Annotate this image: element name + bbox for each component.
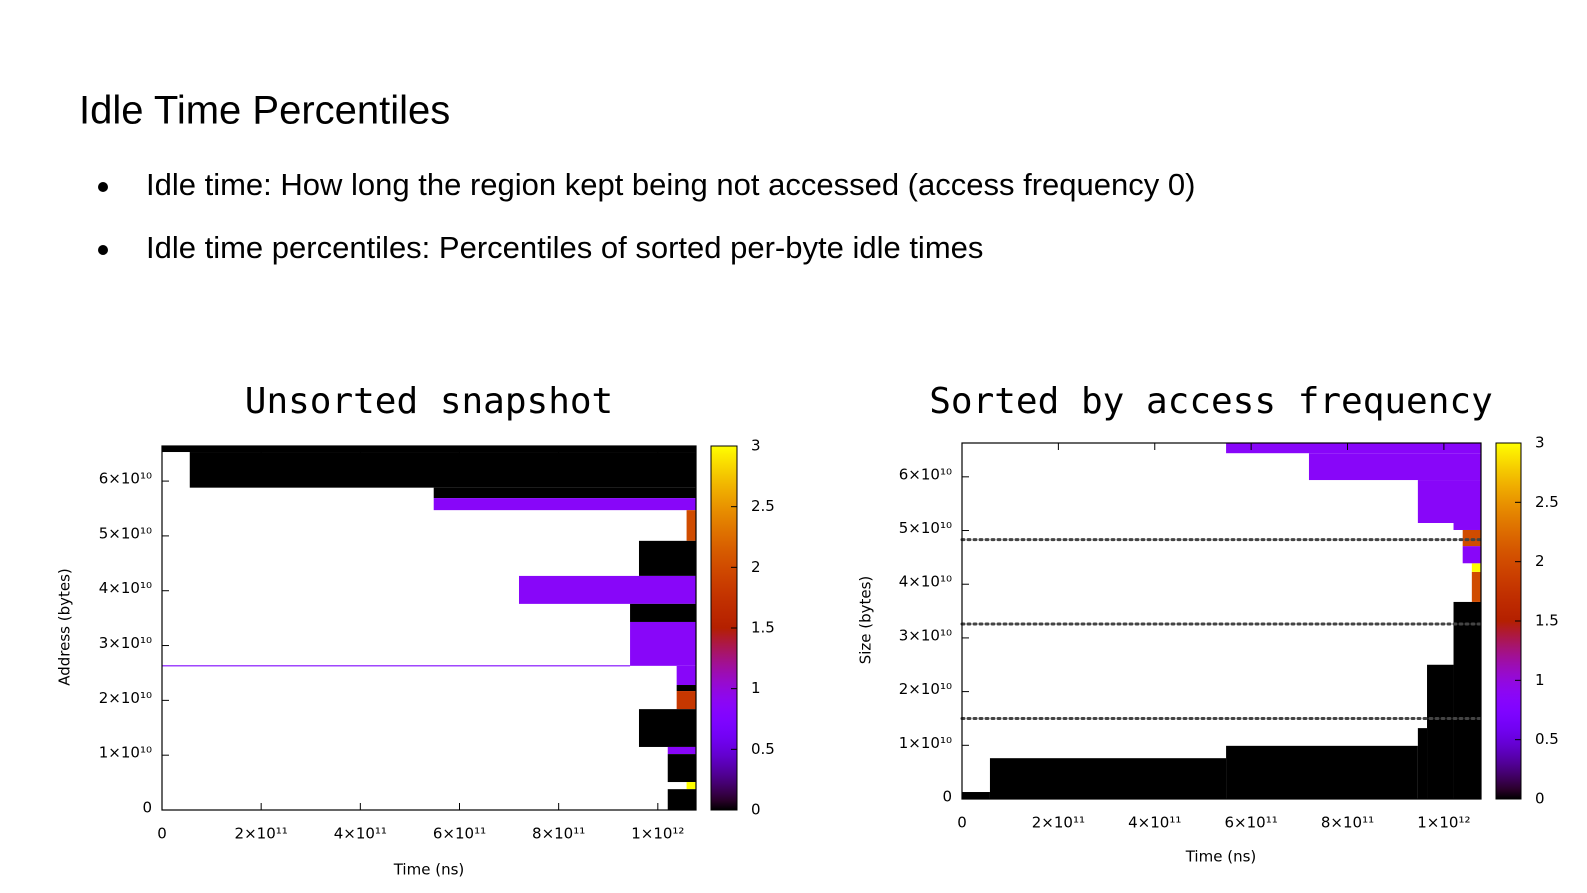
y-axis-label: Size (bytes) xyxy=(857,576,875,665)
plot-title: Sorted by access frequency xyxy=(929,381,1493,422)
y-tick-label: 5×10¹⁰ xyxy=(899,519,952,537)
x-tick-label: 8×10¹¹ xyxy=(532,825,585,843)
bullet-text: Idle time: How long the region kept bein… xyxy=(146,167,1195,202)
x-tick-label: 4×10¹¹ xyxy=(1128,814,1181,832)
colorbar-tick-label: 1.5 xyxy=(1535,612,1559,630)
heat-cell xyxy=(962,792,990,799)
heat-cell xyxy=(1453,523,1481,530)
y-tick-label: 2×10¹⁰ xyxy=(899,680,952,698)
colorbar-tick-label: 3 xyxy=(751,437,761,455)
heat-cell xyxy=(667,789,696,810)
heat-cell xyxy=(676,685,696,692)
heat-cell xyxy=(667,754,696,783)
colorbar-tick-label: 0.5 xyxy=(751,740,775,758)
heat-cell xyxy=(162,446,696,453)
heat-cell xyxy=(433,487,696,499)
heat-cell xyxy=(1427,664,1454,799)
heat-cell xyxy=(989,758,1227,799)
y-axis-label: Address (bytes) xyxy=(56,568,74,686)
plot-border xyxy=(161,445,697,811)
x-tick-label: 0 xyxy=(957,814,967,832)
heat-cell xyxy=(1226,443,1481,454)
heat-cell xyxy=(686,510,696,541)
y-tick-label: 1×10¹⁰ xyxy=(99,744,152,762)
colorbar-tick-label: 0.5 xyxy=(1535,730,1559,748)
x-axis-label: Time (ns) xyxy=(393,861,465,879)
x-tick-label: 6×10¹¹ xyxy=(1225,814,1278,832)
heat-cell xyxy=(1453,601,1481,799)
plot-title: Unsorted snapshot xyxy=(245,381,613,422)
colorbar-tick-label: 2.5 xyxy=(1535,493,1559,511)
y-tick-label: 6×10¹⁰ xyxy=(99,470,152,488)
heat-cell xyxy=(676,691,696,710)
heat-cell xyxy=(1417,728,1428,799)
colorbar-tick-label: 2 xyxy=(1535,552,1545,570)
x-tick-label: 6×10¹¹ xyxy=(433,825,486,843)
heat-cell xyxy=(638,540,696,576)
colorbar-tick-label: 2.5 xyxy=(751,497,775,515)
x-tick-label: 0 xyxy=(157,825,167,843)
heat-cell xyxy=(1417,480,1481,524)
y-tick-label: 3×10¹⁰ xyxy=(99,634,152,652)
heat-cell xyxy=(518,575,696,604)
heat-cell xyxy=(1462,546,1481,564)
colorbar-tick-label: 1 xyxy=(751,679,761,697)
bullet-dot xyxy=(98,182,108,192)
y-tick-label: 6×10¹⁰ xyxy=(899,465,952,483)
y-tick-label: 2×10¹⁰ xyxy=(99,689,152,707)
y-tick-label: 0 xyxy=(142,799,152,817)
y-tick-label: 4×10¹⁰ xyxy=(99,579,152,597)
colorbar-tick-label: 3 xyxy=(1535,434,1545,452)
colorbar-tick-label: 0 xyxy=(751,801,761,819)
heat-cell xyxy=(189,452,696,488)
x-axis-label: Time (ns) xyxy=(1185,848,1257,866)
heat-cell xyxy=(1462,529,1481,547)
heat-cell xyxy=(676,665,696,686)
y-tick-label: 3×10¹⁰ xyxy=(899,626,952,644)
heat-cell xyxy=(630,603,696,622)
y-tick-label: 0 xyxy=(942,788,952,806)
heat-cell xyxy=(1226,745,1418,799)
x-tick-label: 2×10¹¹ xyxy=(1032,814,1085,832)
y-tick-label: 1×10¹⁰ xyxy=(899,734,952,752)
heat-cell xyxy=(630,621,696,666)
x-tick-label: 4×10¹¹ xyxy=(334,825,387,843)
heat-cell xyxy=(638,709,696,747)
heat-cell xyxy=(1471,571,1481,602)
x-tick-label: 1×10¹² xyxy=(631,825,684,843)
bullet-dot xyxy=(98,245,108,255)
heat-cell xyxy=(686,782,696,790)
x-tick-label: 8×10¹¹ xyxy=(1321,814,1374,832)
colorbar-tick-label: 1.5 xyxy=(751,619,775,637)
x-tick-label: 2×10¹¹ xyxy=(235,825,288,843)
y-tick-label: 4×10¹⁰ xyxy=(899,573,952,591)
heat-cell xyxy=(433,498,696,511)
bullet-text: Idle time percentiles: Percentiles of so… xyxy=(146,230,983,265)
colorbar-tick-label: 2 xyxy=(751,558,761,576)
heat-cell xyxy=(1471,563,1481,572)
colorbar-tick-label: 0 xyxy=(1535,790,1545,808)
heat-cell xyxy=(667,746,696,755)
colorbar-tick-label: 1 xyxy=(1535,671,1545,689)
heat-cell xyxy=(162,665,631,667)
heat-cell xyxy=(1308,453,1481,481)
x-tick-label: 1×10¹² xyxy=(1417,814,1470,832)
y-tick-label: 5×10¹⁰ xyxy=(99,524,152,542)
slide-title: Idle Time Percentiles xyxy=(79,89,450,133)
plot-border xyxy=(961,442,1482,800)
